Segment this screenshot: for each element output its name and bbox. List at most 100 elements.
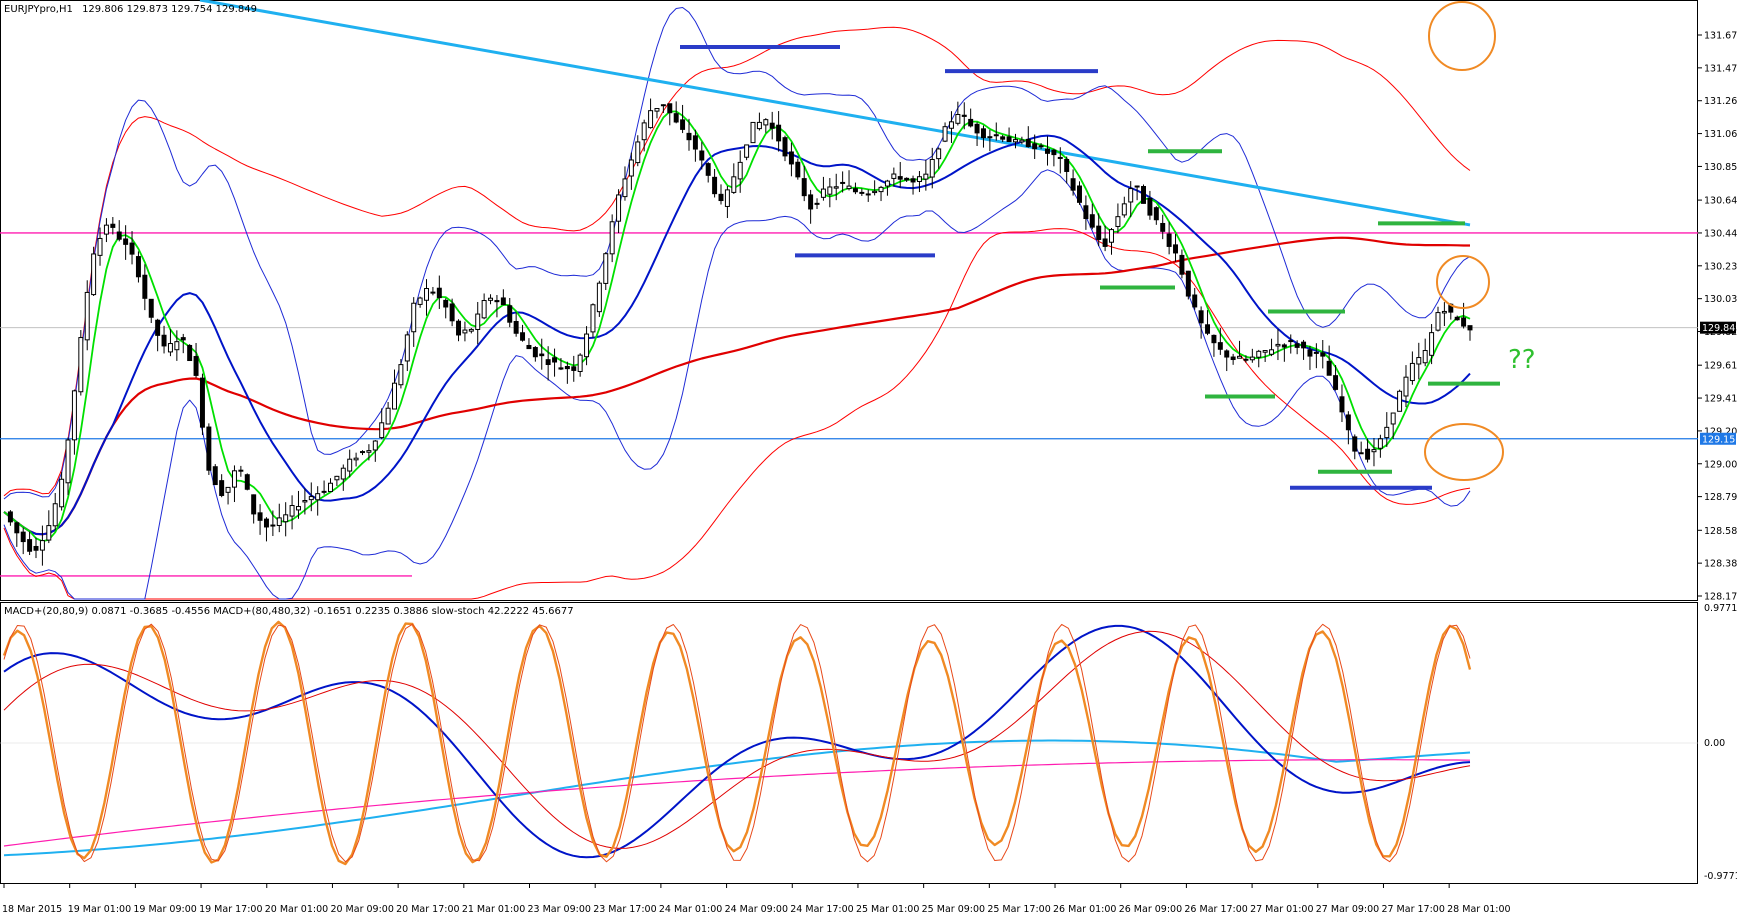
candle-body <box>360 451 365 454</box>
descending-trend-line <box>199 0 1471 227</box>
candle-body <box>731 176 737 193</box>
time-tick-label: 26 Mar 01:00 <box>1053 904 1116 915</box>
time-tick-label: 23 Mar 09:00 <box>528 904 591 915</box>
price-tick-label: 131.675 <box>1704 31 1737 42</box>
candle-body <box>1365 448 1371 460</box>
candle-body <box>1147 197 1153 216</box>
candle-body <box>584 333 590 358</box>
candle-body <box>987 136 993 139</box>
candle-body <box>763 119 769 126</box>
candle-body <box>110 223 116 228</box>
macd-fast-line <box>3 624 1471 859</box>
candle-body <box>20 531 26 543</box>
candle-body <box>270 524 276 527</box>
candle-body <box>616 194 622 222</box>
candle-body <box>289 505 295 517</box>
time-tick-label: 24 Mar 09:00 <box>725 904 788 915</box>
candle-body <box>884 180 890 187</box>
candle-body <box>7 511 13 523</box>
macd-slow-signal <box>3 759 1471 847</box>
candle-body <box>1211 334 1217 344</box>
candle-body <box>1025 138 1031 148</box>
candle-body <box>155 319 161 336</box>
time-tick-label: 20 Mar 09:00 <box>330 904 393 915</box>
candle-body <box>283 514 289 523</box>
macd-header: MACD+(20,80,9) 0.0871 -0.3685 -0.4556 MA… <box>4 606 574 617</box>
candle-body <box>1121 203 1127 216</box>
candle-body <box>1262 350 1268 353</box>
candle-body <box>846 185 852 190</box>
candle-body <box>1224 350 1230 358</box>
candle-body <box>545 359 551 366</box>
candle-body <box>334 475 340 481</box>
candle-body <box>404 334 410 362</box>
candle-body <box>910 178 916 183</box>
candle-body <box>974 123 980 134</box>
candle-body <box>718 193 724 202</box>
candle-body <box>385 407 391 425</box>
time-tick-label: 19 Mar 17:00 <box>199 904 262 915</box>
candle-body <box>526 344 532 350</box>
price-tick-label: 129.410 <box>1704 394 1737 405</box>
candle-body <box>1205 324 1211 334</box>
candle-body <box>705 163 711 176</box>
candle-body <box>1467 325 1473 331</box>
price-tick-label: 128.175 <box>1704 592 1737 603</box>
stoch-signal-line <box>3 623 1471 863</box>
current-price-badge <box>1700 321 1736 334</box>
candle-body <box>622 178 628 198</box>
candle-body <box>552 357 558 363</box>
candle-body <box>1390 412 1396 425</box>
candle-body <box>340 467 346 480</box>
symbol-label: EURJPYpro,H1 <box>4 4 73 15</box>
candle-body <box>302 500 308 503</box>
price-tick-label: 130.235 <box>1704 261 1737 272</box>
candle-body <box>500 297 506 306</box>
candle-body <box>667 103 673 114</box>
time-tick-label: 19 Mar 09:00 <box>133 904 196 915</box>
candle-body <box>590 304 596 333</box>
support-level-badge <box>1700 432 1736 445</box>
macd-fast-signal <box>3 630 1471 849</box>
macd-plot <box>0 620 1698 866</box>
candle-body <box>660 104 666 107</box>
candle-body <box>641 122 647 141</box>
slow-band-upper <box>3 26 1471 497</box>
candle-body <box>1429 332 1435 356</box>
candle-body <box>1083 205 1089 220</box>
candle-body <box>814 202 820 205</box>
candle-body <box>116 231 122 240</box>
price-tick-label: 128.380 <box>1704 559 1737 570</box>
candle-body <box>955 113 961 124</box>
candle-body <box>603 253 609 284</box>
price-tick-label: 131.470 <box>1704 63 1737 74</box>
candle-body <box>1012 139 1018 143</box>
candle-body <box>1179 254 1185 275</box>
candle-body <box>936 148 942 160</box>
candle-body <box>1077 185 1082 203</box>
candle-body <box>392 382 397 410</box>
candle-body <box>366 450 372 453</box>
macd-scale-label: 0.9771 <box>1704 603 1737 614</box>
time-axis: 18 Mar 2015 19 Mar 01:00 19 Mar 09:00 19 Ma… <box>2 884 1511 915</box>
time-tick-label: 27 Mar 01:00 <box>1250 904 1313 915</box>
candle-body <box>263 518 269 528</box>
candle-body <box>833 186 839 189</box>
price-tick-label: 130.440 <box>1704 228 1737 239</box>
candle-body <box>84 291 90 341</box>
price-tick-label: 131.060 <box>1704 129 1737 140</box>
candle-body <box>1045 148 1050 154</box>
time-tick-label: 20 Mar 01:00 <box>265 904 328 915</box>
candle-body <box>1038 145 1044 148</box>
candle-body <box>315 493 321 501</box>
candle-body <box>1089 214 1095 228</box>
candle-body <box>942 126 948 142</box>
candle-body <box>558 367 564 370</box>
candle-body <box>852 188 858 193</box>
candle-body <box>1134 185 1140 188</box>
candle-body <box>1307 349 1313 357</box>
candle-body <box>1166 233 1172 247</box>
candle-body <box>193 356 199 376</box>
candle-body <box>39 540 45 551</box>
